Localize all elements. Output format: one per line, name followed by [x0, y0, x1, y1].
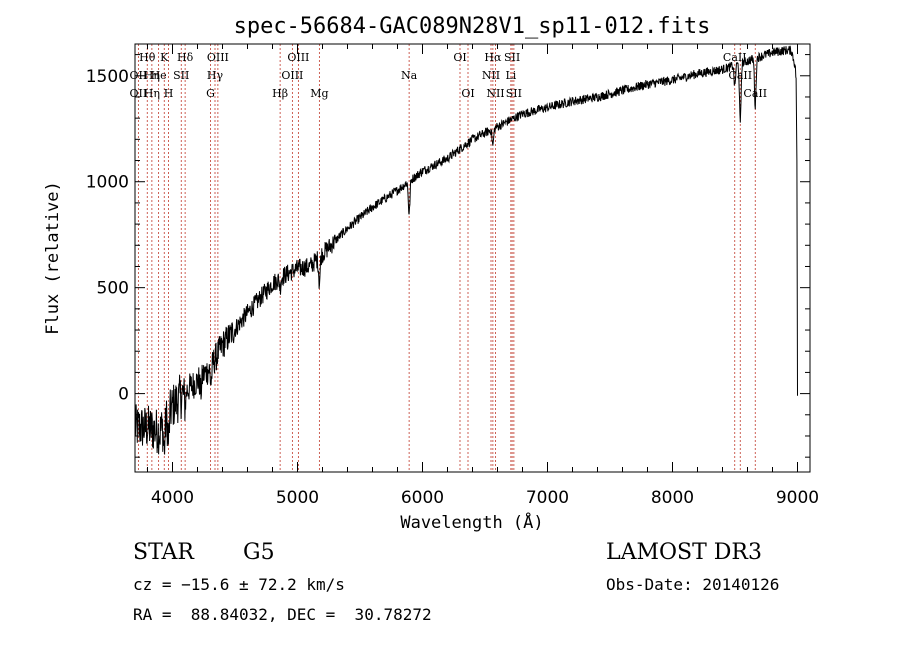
- line-label: CaII: [728, 69, 752, 82]
- line-label: Hδ: [177, 51, 194, 64]
- y-tick-label: 1000: [86, 173, 129, 193]
- line-label: SII: [173, 69, 189, 82]
- survey-name: LAMOST DR3: [606, 540, 762, 565]
- line-label: Hθ: [139, 51, 156, 64]
- x-tick-label: 8000: [651, 488, 694, 508]
- x-axis-label: Wavelength (Å): [400, 511, 543, 533]
- x-tick-label: 4000: [151, 488, 194, 508]
- spectrum-line: [134, 45, 798, 455]
- ra-dec-coordinates: RA = 88.84032, DEC = 30.78272: [133, 605, 432, 624]
- chart-title: spec-56684-GAC089N28V1_sp11-012.fits: [234, 14, 711, 39]
- line-label: G: [206, 87, 215, 100]
- line-label: Hβ: [272, 87, 288, 100]
- line-label: H: [164, 87, 174, 100]
- x-tick-label: 5000: [276, 488, 319, 508]
- line-label: K: [160, 51, 169, 64]
- line-label: Na: [401, 69, 418, 82]
- line-label: He: [151, 69, 167, 82]
- axis-ticks: 4000 5000 6000 7000 8000 9000 0 500 1000 1500: [86, 44, 819, 508]
- line-label: Hη: [144, 87, 160, 100]
- x-tick-label: 9000: [776, 488, 819, 508]
- line-label: SII: [506, 87, 522, 100]
- line-label: SII: [504, 51, 520, 64]
- line-label: Li: [505, 69, 516, 82]
- line-label: OIII: [281, 69, 303, 82]
- object-class: STAR: [133, 540, 194, 565]
- line-label: OI: [453, 51, 466, 64]
- redshift-velocity: cz = −15.6 ± 72.2 km/s: [133, 575, 345, 594]
- y-tick-label: 500: [97, 279, 129, 299]
- line-label: Mg: [310, 87, 328, 100]
- x-tick-label: 6000: [401, 488, 444, 508]
- line-label: CaII: [723, 51, 747, 64]
- x-tick-label: 7000: [526, 488, 569, 508]
- line-label: Hα: [484, 51, 502, 64]
- observation-date: Obs-Date: 20140126: [606, 575, 780, 594]
- y-tick-label: 1500: [86, 67, 129, 87]
- emission-line-markers: [137, 44, 756, 472]
- object-subclass: G5: [243, 540, 275, 565]
- line-label: NII: [486, 87, 504, 100]
- y-tick-label: 0: [118, 385, 129, 405]
- y-axis-label: Flux (relative): [43, 181, 63, 335]
- line-label: CaII: [743, 87, 767, 100]
- line-label: OIII: [207, 51, 229, 64]
- line-label: NII: [482, 69, 500, 82]
- line-label: OII: [130, 87, 148, 100]
- line-label: OI: [461, 87, 474, 100]
- line-label: Hη: [144, 69, 160, 82]
- line-label: Hγ: [207, 69, 224, 82]
- line-label: OIII: [287, 51, 309, 64]
- plot-frame: [134, 43, 811, 473]
